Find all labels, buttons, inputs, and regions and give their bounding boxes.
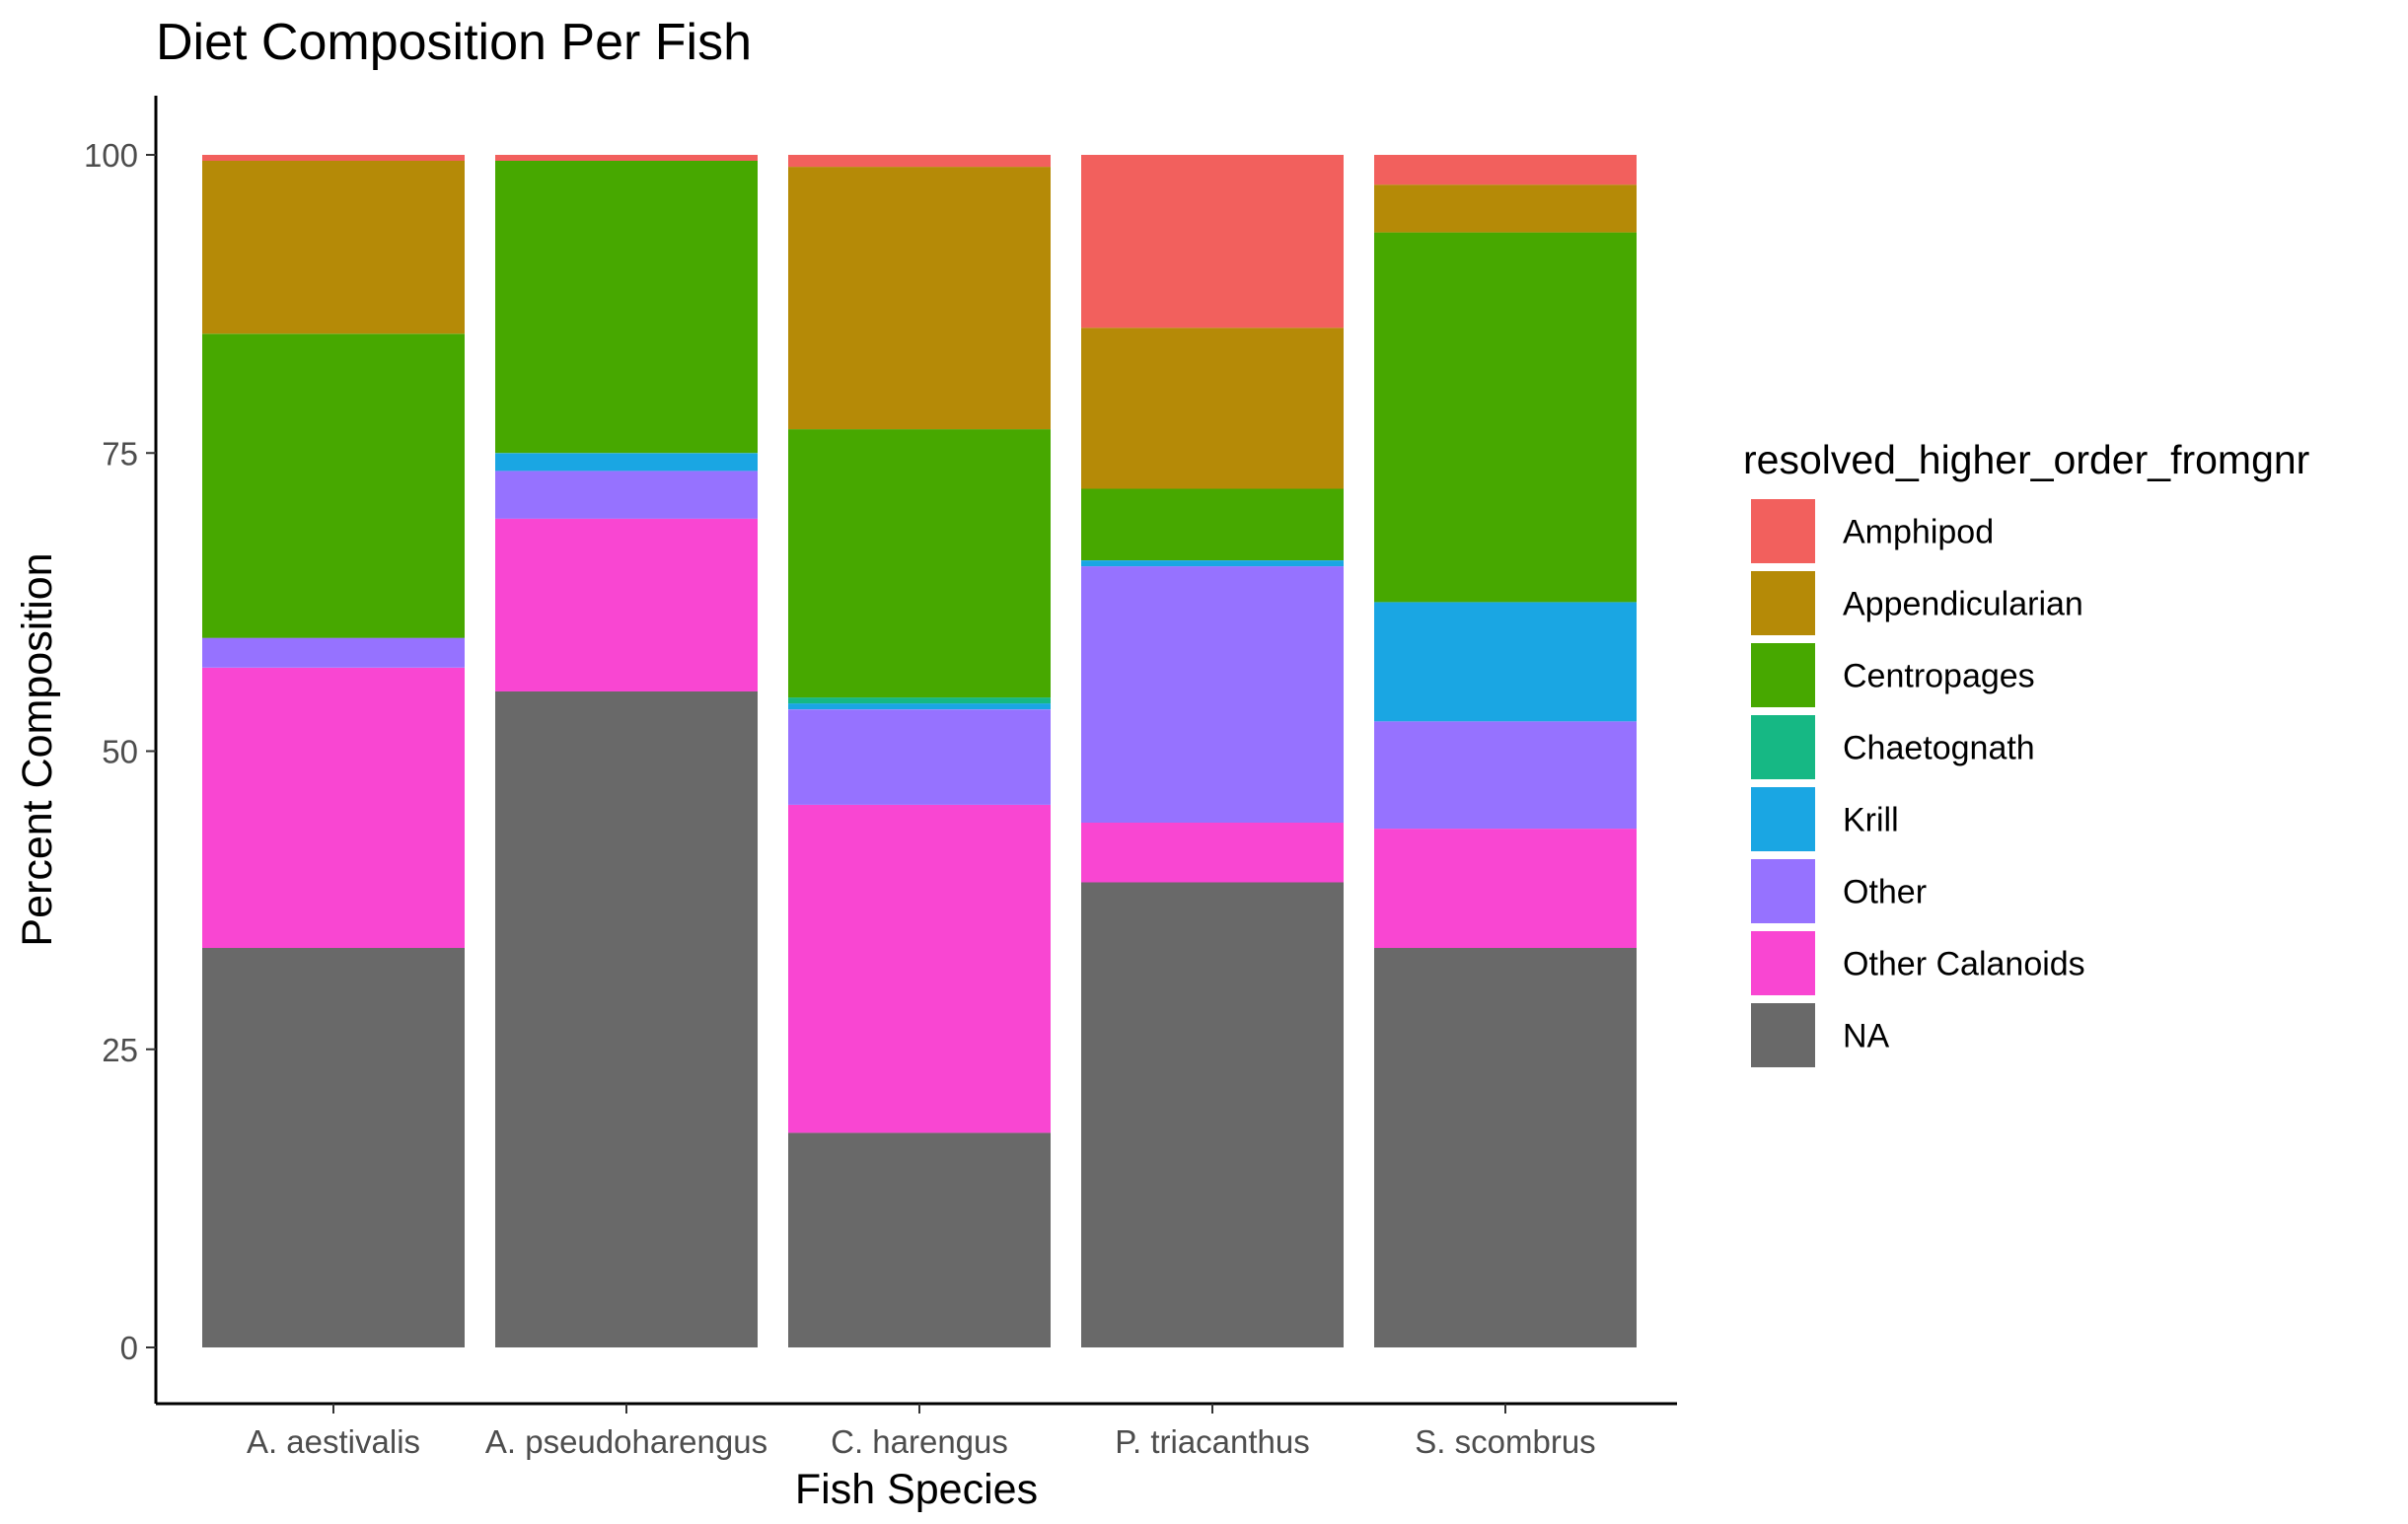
- x-axis-title: Fish Species: [795, 1466, 1038, 1513]
- bar-segment-other-2: [788, 709, 1051, 805]
- bar-segment-other-0: [202, 637, 465, 668]
- bar-segment-other-4: [1374, 721, 1637, 830]
- y-tick-label: 100: [84, 137, 138, 174]
- legend-key-krill: [1751, 787, 1815, 851]
- x-ticks-group: A. aestivalis A. pseudoharengus C. harengu…: [247, 1404, 1596, 1460]
- legend-key-chaetognath: [1751, 715, 1815, 779]
- bar-segment-krill-2: [788, 703, 1051, 710]
- bar-segment-amphipod-3: [1081, 155, 1344, 328]
- bar-segment-appendicularian-3: [1081, 327, 1344, 489]
- bar-segment-centropages-2: [788, 429, 1051, 698]
- y-tick-label: 25: [102, 1032, 138, 1068]
- x-tick-label: A. aestivalis: [247, 1423, 420, 1460]
- legend-label: Other: [1843, 874, 1927, 911]
- bar-segment-other-calanoids-0: [202, 667, 465, 948]
- legend-key-other: [1751, 859, 1815, 923]
- bar-segment-other-1: [495, 471, 758, 519]
- bar-segment-centropages-0: [202, 333, 465, 638]
- bar-segment-amphipod-1: [495, 155, 758, 161]
- bar-segment-appendicularian-0: [202, 161, 465, 334]
- bar-segment-krill-3: [1081, 560, 1344, 567]
- bar-segment-other-calanoids-2: [788, 804, 1051, 1133]
- y-tick-label: 75: [102, 435, 138, 472]
- y-tick-label: 0: [120, 1330, 138, 1366]
- bar-segment-na-3: [1081, 882, 1344, 1347]
- bar-segment-krill-1: [495, 453, 758, 472]
- bar-segment-amphipod-0: [202, 155, 465, 161]
- legend-label: Appendicularian: [1843, 586, 2083, 623]
- x-tick-label: A. pseudoharengus: [485, 1423, 767, 1460]
- bar-segment-na-0: [202, 948, 465, 1347]
- legend-key-appendicularian: [1751, 571, 1815, 635]
- legend-label: Other Calanoids: [1843, 946, 2085, 983]
- bar-segment-na-1: [495, 691, 758, 1347]
- bar-segment-na-2: [788, 1132, 1051, 1347]
- bar-segment-centropages-4: [1374, 232, 1637, 603]
- bar-segment-centropages-3: [1081, 488, 1344, 560]
- bars-group: [202, 155, 1637, 1347]
- axes-group: [154, 96, 1677, 1406]
- legend-key-other-calanoids: [1751, 931, 1815, 995]
- bar-segment-na-4: [1374, 948, 1637, 1347]
- bar-segment-appendicularian-2: [788, 167, 1051, 430]
- bar-segment-amphipod-2: [788, 155, 1051, 168]
- legend-label: Krill: [1843, 802, 1899, 839]
- y-tick-label: 50: [102, 734, 138, 770]
- legend-label: Amphipod: [1843, 514, 1994, 551]
- x-tick-label: S. scombrus: [1415, 1423, 1595, 1460]
- bar-segment-other-calanoids-4: [1374, 829, 1637, 948]
- bar-segment-centropages-1: [495, 161, 758, 454]
- y-ticks-group: 0 25 50 75 100: [84, 137, 156, 1366]
- legend-key-centropages: [1751, 643, 1815, 707]
- bar-segment-other-calanoids-1: [495, 518, 758, 691]
- legend: resolved_higher_order_fromgnr Amphipod Ap…: [1743, 437, 2309, 1067]
- y-axis-title: Percent Composition: [14, 552, 61, 946]
- legend-label: NA: [1843, 1018, 1890, 1055]
- bar-segment-appendicularian-4: [1374, 184, 1637, 233]
- x-tick-label: C. harengus: [831, 1423, 1008, 1460]
- x-tick-label: P. triacanthus: [1115, 1423, 1310, 1460]
- bar-segment-other-3: [1081, 566, 1344, 823]
- legend-title: resolved_higher_order_fromgnr: [1743, 437, 2309, 482]
- legend-key-na: [1751, 1003, 1815, 1067]
- bar-segment-krill-4: [1374, 602, 1637, 722]
- legend-label: Centropages: [1843, 658, 2035, 695]
- legend-label: Chaetognath: [1843, 730, 2035, 767]
- bar-segment-other-calanoids-3: [1081, 823, 1344, 883]
- bar-segment-amphipod-4: [1374, 155, 1637, 185]
- bar-segment-chaetognath-2: [788, 697, 1051, 704]
- chart-title: Diet Composition Per Fish: [156, 14, 752, 71]
- legend-key-amphipod: [1751, 499, 1815, 563]
